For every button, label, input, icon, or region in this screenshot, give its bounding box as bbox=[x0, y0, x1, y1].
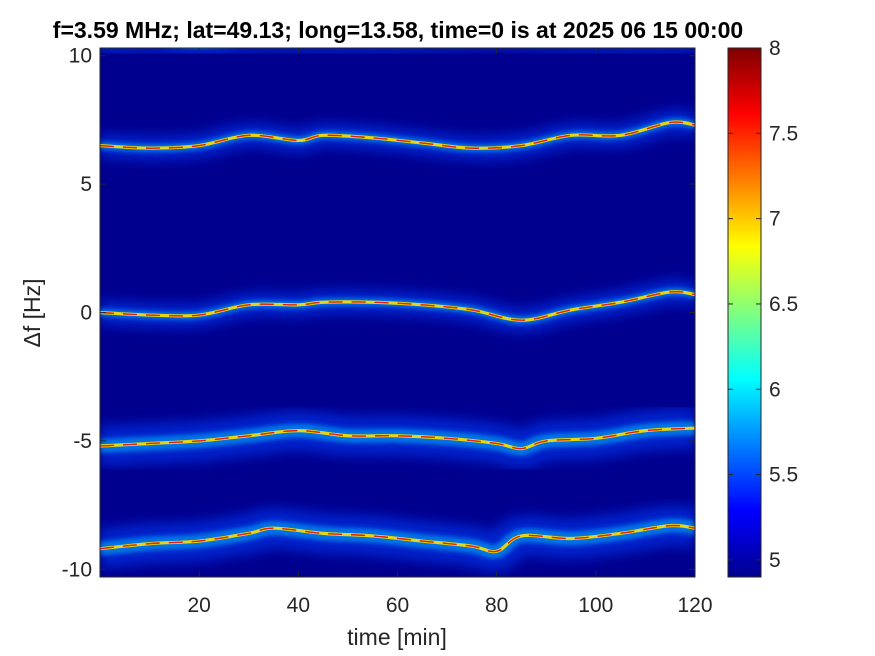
trace-lower-1 bbox=[100, 408, 695, 469]
y-tick-label: 10 bbox=[69, 45, 92, 68]
x-tick-label: 20 bbox=[187, 594, 210, 617]
trace-peak bbox=[100, 524, 695, 553]
colorbar-tick-label: 6.5 bbox=[769, 293, 798, 316]
x-tick-label: 40 bbox=[287, 594, 310, 617]
traces-layer bbox=[100, 48, 695, 572]
colorbar-tick-label: 5.5 bbox=[769, 464, 798, 487]
trace-peak bbox=[100, 121, 695, 149]
y-tick-label: -10 bbox=[62, 558, 92, 581]
trace-upper bbox=[100, 110, 695, 161]
chart-title: f=3.59 MHz; lat=49.13; long=13.58, time=… bbox=[53, 17, 743, 43]
trace-lower-2 bbox=[100, 505, 695, 572]
colorbar-tick-label: 6 bbox=[769, 378, 781, 401]
y-tick-label: 5 bbox=[80, 173, 92, 196]
colorbar-tick-label: 7.5 bbox=[769, 122, 798, 145]
colorbar-tick-label: 7 bbox=[769, 208, 781, 231]
x-tick-label: 80 bbox=[485, 594, 508, 617]
trace-peak bbox=[100, 427, 695, 450]
y-axis-label: Δf [Hz] bbox=[19, 278, 45, 347]
colorbar-tick-label: 8 bbox=[769, 37, 781, 60]
colorbar-ticks: 5 5.5 6 6.5 7 7.5 8 bbox=[728, 37, 798, 572]
colorbar-tick-label: 5 bbox=[769, 549, 781, 572]
trace-peak bbox=[100, 290, 695, 321]
x-tick-label: 100 bbox=[578, 594, 613, 617]
x-tick-label: 60 bbox=[386, 594, 409, 617]
x-axis: 20 40 60 80 100 120 bbox=[187, 48, 713, 617]
trace-middle bbox=[100, 279, 695, 333]
colorbar bbox=[727, 47, 762, 578]
y-axis: -10 -5 0 5 10 bbox=[62, 45, 695, 581]
y-tick-label: -5 bbox=[73, 430, 92, 453]
y-tick-label: 0 bbox=[80, 302, 92, 325]
x-tick-label: 120 bbox=[677, 594, 712, 617]
x-axis-label: time [min] bbox=[347, 624, 447, 650]
